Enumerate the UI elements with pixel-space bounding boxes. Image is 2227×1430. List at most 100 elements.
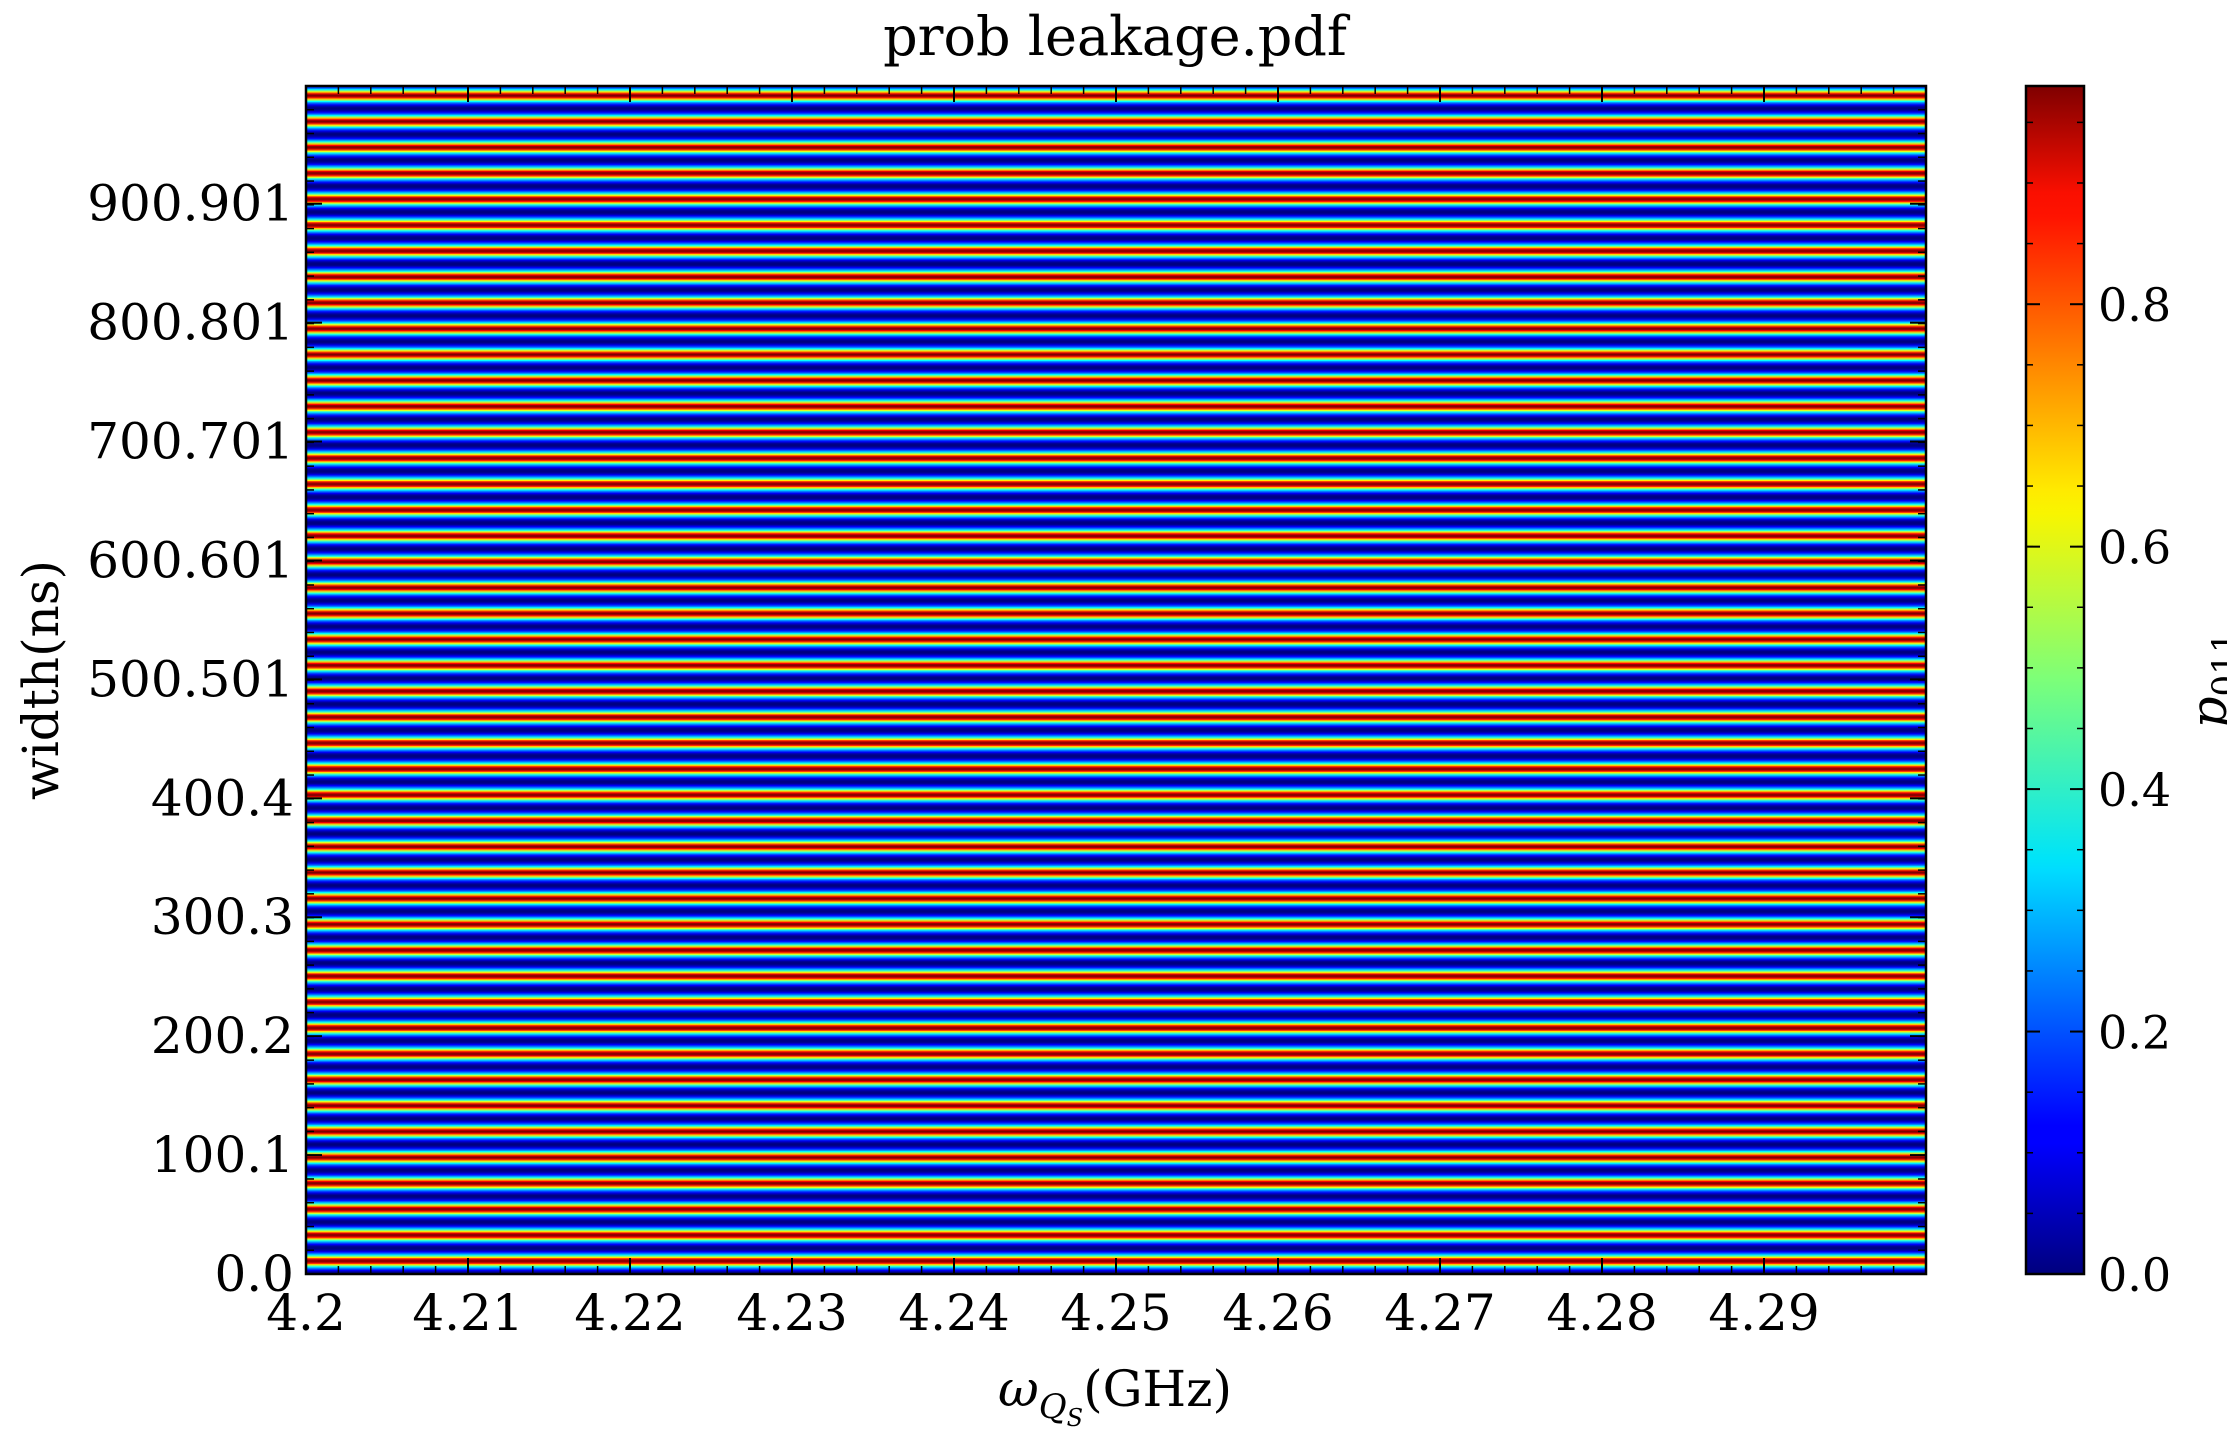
y-tick-label: 700.701 — [87, 413, 294, 471]
heatmap-row — [306, 1131, 1926, 1134]
heatmap-row — [306, 941, 1926, 944]
heatmap-row — [306, 524, 1926, 527]
heatmap-row — [306, 277, 1926, 280]
heatmap-row — [306, 622, 1926, 625]
heatmap-row — [306, 1151, 1926, 1154]
heatmap-row — [306, 828, 1926, 831]
heatmap-row — [306, 356, 1926, 359]
chart-title: prob leakage.pdf — [883, 5, 1351, 68]
heatmap-row — [306, 1212, 1926, 1215]
heatmap-row — [306, 448, 1926, 451]
heatmap-row — [306, 407, 1926, 410]
heatmap-row — [306, 1062, 1926, 1065]
heatmap-row — [306, 520, 1926, 523]
x-tick-label: 4.29 — [1708, 1284, 1819, 1342]
heatmap-row — [306, 1199, 1926, 1201]
heatmap-row — [306, 802, 1926, 805]
heatmap-row — [306, 867, 1926, 870]
heatmap-row — [306, 109, 1926, 112]
heatmap-row — [306, 1140, 1926, 1143]
heatmap-row — [306, 203, 1926, 206]
heatmap-row — [306, 836, 1926, 839]
heatmap-row — [306, 347, 1926, 350]
heatmap-row — [306, 1000, 1926, 1003]
x-axis-label-main: ω — [998, 1360, 1039, 1418]
heatmap-row — [306, 843, 1926, 846]
heatmap-row — [306, 264, 1926, 266]
heatmap-row — [306, 151, 1926, 154]
heatmap-row — [306, 895, 1926, 897]
heatmap-row — [306, 881, 1926, 884]
heatmap-row — [306, 928, 1926, 931]
heatmap-row — [306, 953, 1926, 956]
heatmap-row — [306, 880, 1926, 883]
heatmap-row — [306, 700, 1926, 702]
heatmap-row — [306, 570, 1926, 573]
heatmap-row — [306, 1148, 1926, 1150]
heatmap-row — [306, 636, 1926, 638]
heatmap-row — [306, 148, 1926, 151]
heatmap-row — [306, 911, 1926, 914]
heatmap-row — [306, 657, 1926, 660]
heatmap-row — [306, 507, 1926, 510]
heatmap-row — [306, 461, 1926, 464]
heatmap-row — [306, 325, 1926, 328]
heatmap-row — [306, 133, 1926, 136]
y-axis-label: width(ns) — [12, 560, 70, 800]
heatmap-row — [306, 773, 1926, 776]
heatmap-row — [306, 1219, 1926, 1222]
heatmap-row — [306, 1252, 1926, 1255]
heatmap-row — [306, 818, 1926, 821]
heatmap-row — [306, 278, 1926, 281]
y-tick-label: 800.801 — [87, 294, 294, 352]
heatmap-row — [306, 1107, 1926, 1110]
heatmap-row — [306, 788, 1926, 790]
heatmap-row — [306, 1129, 1926, 1131]
heatmap-row — [306, 1163, 1926, 1166]
heatmap-row — [306, 291, 1926, 294]
heatmap-row — [306, 246, 1926, 249]
heatmap-row — [306, 561, 1926, 563]
heatmap-row — [306, 662, 1926, 664]
heatmap-row — [306, 671, 1926, 674]
heatmap-row — [306, 1221, 1926, 1224]
heatmap-row — [306, 1193, 1926, 1196]
heatmap-row — [306, 625, 1926, 628]
heatmap-row — [306, 725, 1926, 727]
heatmap-row — [306, 415, 1926, 417]
heatmap-row — [306, 1256, 1926, 1258]
heatmap-row — [306, 316, 1926, 319]
heatmap-row — [306, 792, 1926, 795]
heatmap-row — [306, 1101, 1926, 1104]
heatmap-row — [306, 810, 1926, 813]
heatmap-row — [306, 550, 1926, 553]
heatmap-row — [306, 367, 1926, 370]
heatmap-row — [306, 1162, 1926, 1165]
heatmap-row — [306, 1238, 1926, 1241]
heatmap-row — [306, 1243, 1926, 1245]
heatmap-row — [306, 266, 1926, 269]
heatmap-row — [306, 601, 1926, 604]
heatmap-row — [306, 331, 1926, 334]
heatmap-row — [306, 404, 1926, 407]
heatmap-row — [306, 375, 1926, 378]
heatmap-row — [306, 905, 1926, 908]
heatmap-row — [306, 116, 1926, 119]
heatmap-row — [306, 739, 1926, 742]
heatmap-row — [306, 279, 1926, 282]
heatmap-row — [306, 1197, 1926, 1200]
heatmap-row — [306, 204, 1926, 207]
heatmap-row — [306, 355, 1926, 358]
heatmap-row — [306, 1099, 1926, 1102]
heatmap-row — [306, 600, 1926, 603]
heatmap-row — [306, 552, 1926, 555]
heatmap-row — [306, 1001, 1926, 1004]
heatmap-row — [306, 674, 1926, 676]
heatmap-row — [306, 697, 1926, 700]
heatmap-row — [306, 417, 1926, 420]
colorbar: 0.0 0.2 0.4 0.6 0.8 — [2024, 84, 2171, 1302]
heatmap-row — [306, 569, 1926, 572]
heatmap-row — [306, 1214, 1926, 1217]
heatmap-row — [306, 329, 1926, 332]
heatmap-row — [306, 422, 1926, 424]
